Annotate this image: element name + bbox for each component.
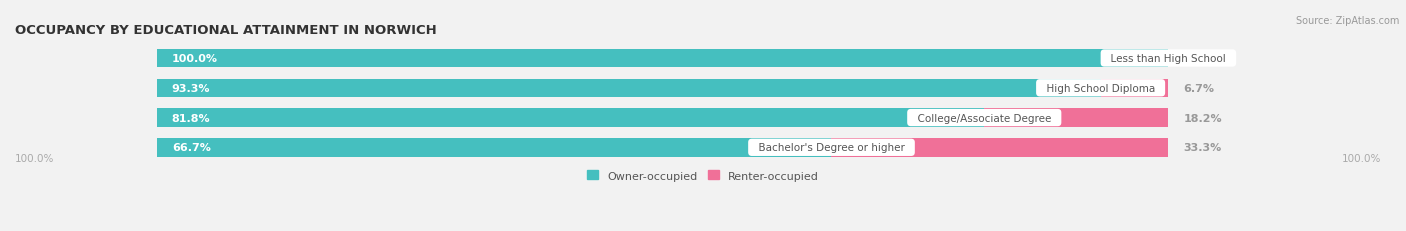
Bar xyxy=(156,109,1168,127)
Text: 66.7%: 66.7% xyxy=(172,143,211,153)
Text: 93.3%: 93.3% xyxy=(172,83,211,93)
Bar xyxy=(156,79,1168,97)
Bar xyxy=(156,49,1168,68)
Text: College/Associate Degree: College/Associate Degree xyxy=(911,113,1057,123)
Text: Bachelor's Degree or higher: Bachelor's Degree or higher xyxy=(752,143,911,153)
Bar xyxy=(156,79,1101,97)
Text: 18.2%: 18.2% xyxy=(1184,113,1222,123)
Text: Source: ZipAtlas.com: Source: ZipAtlas.com xyxy=(1295,16,1399,26)
Bar xyxy=(831,139,1168,157)
Text: 33.3%: 33.3% xyxy=(1184,143,1222,153)
Text: Less than High School: Less than High School xyxy=(1104,54,1233,64)
Text: 0.0%: 0.0% xyxy=(1184,54,1215,64)
Bar xyxy=(984,109,1168,127)
Text: OCCUPANCY BY EDUCATIONAL ATTAINMENT IN NORWICH: OCCUPANCY BY EDUCATIONAL ATTAINMENT IN N… xyxy=(15,24,437,37)
Text: 100.0%: 100.0% xyxy=(15,153,55,163)
Bar xyxy=(1101,79,1168,97)
Text: High School Diploma: High School Diploma xyxy=(1040,83,1161,93)
Bar xyxy=(156,139,1168,157)
Text: 6.7%: 6.7% xyxy=(1184,83,1215,93)
Text: 100.0%: 100.0% xyxy=(172,54,218,64)
Bar xyxy=(156,139,831,157)
Bar xyxy=(156,109,984,127)
Legend: Owner-occupied, Renter-occupied: Owner-occupied, Renter-occupied xyxy=(582,166,824,185)
Bar xyxy=(156,49,1168,68)
Text: 100.0%: 100.0% xyxy=(1341,153,1381,163)
Text: 81.8%: 81.8% xyxy=(172,113,211,123)
